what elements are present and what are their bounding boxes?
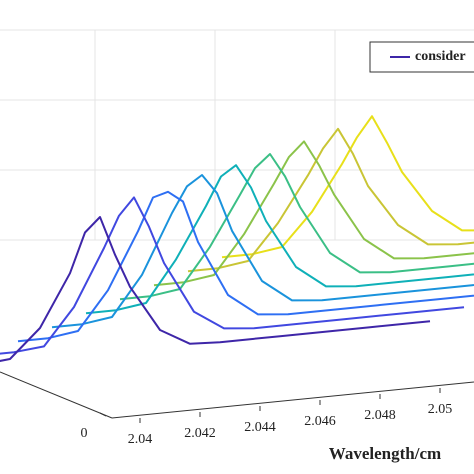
legend-box [369,41,474,73]
depth-axis [0,371,113,419]
spectrum-line [17,190,474,343]
legend: consider [369,41,474,73]
x-tick-label: 2.044 [244,420,276,435]
spectrum-line [85,164,474,315]
spectrum-line [221,115,474,259]
spectrum-line [187,127,474,273]
spectrum-line [153,140,474,287]
x-tick-label: 2.048 [364,408,396,423]
legend-label: consider [415,49,466,64]
spectrum-line [0,216,431,362]
x-axis-label: Wavelength/cm [329,444,441,463]
x-tick-label: 2.046 [304,414,336,429]
spectrum-line [119,153,474,301]
x-tick-label: 2.05 [428,402,453,417]
depth-tick-label: 0 [81,426,88,441]
depth-tick [99,412,107,417]
spectrum-line [0,196,465,355]
x-axis [111,381,474,419]
x-tick-label: 2.042 [184,426,216,441]
x-tick-label: 2.04 [128,432,153,447]
